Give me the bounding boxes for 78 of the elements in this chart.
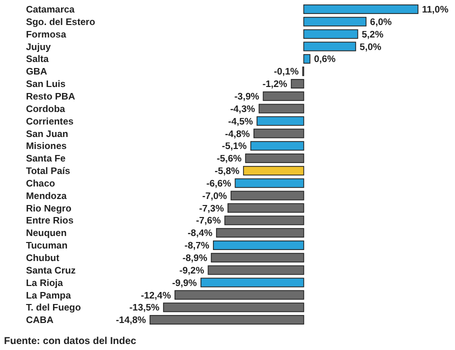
y-tick-label: San Juan bbox=[26, 128, 68, 140]
data-label: -8,9% bbox=[182, 253, 208, 264]
y-tick-label: La Pampa bbox=[26, 290, 72, 302]
bar bbox=[210, 252, 304, 262]
y-tick-label: Entre Rios bbox=[26, 216, 74, 227]
y-tick-label: Jujuy bbox=[26, 42, 52, 53]
bar bbox=[174, 290, 304, 300]
bar bbox=[290, 79, 304, 88]
y-tick-label: Neuquen bbox=[26, 228, 67, 240]
bar bbox=[303, 42, 356, 52]
data-label: -0,1% bbox=[274, 66, 300, 78]
data-label: -9,9% bbox=[172, 278, 198, 289]
y-tick-label: Cordoba bbox=[26, 104, 66, 115]
bar bbox=[243, 166, 304, 176]
bar bbox=[224, 216, 304, 226]
bar bbox=[200, 278, 304, 288]
y-tick-label: Tucuman bbox=[26, 240, 68, 252]
data-label: -5,6% bbox=[216, 154, 242, 165]
y-tick-label: Resto PBA bbox=[26, 92, 76, 102]
data-label: -1,2% bbox=[262, 79, 288, 90]
bar bbox=[234, 178, 304, 188]
bar bbox=[303, 4, 418, 14]
y-tick-label: Chaco bbox=[26, 178, 56, 190]
bar bbox=[150, 315, 304, 325]
bar bbox=[262, 91, 304, 101]
y-tick-label: Corrientes bbox=[26, 116, 74, 128]
y-tick-label: San Luis bbox=[26, 79, 66, 90]
data-label: -12,4% bbox=[140, 290, 172, 302]
y-tick-label: Total País bbox=[26, 166, 70, 178]
data-label: 5,2% bbox=[362, 29, 384, 40]
data-label: -13,5% bbox=[129, 302, 160, 314]
y-tick-label: Sgo. del Estero bbox=[26, 16, 96, 28]
bar bbox=[228, 203, 304, 213]
y-tick-label: Rio Negro bbox=[26, 203, 72, 214]
y-tick-label: Misiones bbox=[26, 141, 67, 152]
bar bbox=[253, 128, 304, 138]
data-label: -14,8% bbox=[116, 315, 147, 326]
data-label: 5,0% bbox=[360, 42, 382, 53]
y-tick-label: Formosa bbox=[26, 29, 67, 40]
data-label: 0,6% bbox=[314, 54, 336, 66]
bar bbox=[245, 154, 304, 164]
y-tick-label: Santa Cruz bbox=[26, 265, 76, 276]
bar bbox=[258, 104, 304, 114]
y-tick-label: Catamarca bbox=[26, 4, 76, 16]
data-label: 11,0% bbox=[422, 4, 449, 16]
data-label: -4,5% bbox=[228, 116, 254, 128]
data-label: -8,4% bbox=[188, 228, 214, 240]
data-label: -5,1% bbox=[222, 141, 248, 152]
data-label: -9,2% bbox=[179, 265, 205, 276]
data-label: -3,9% bbox=[234, 92, 260, 102]
data-label: -5,8% bbox=[214, 166, 240, 178]
bar bbox=[230, 190, 304, 200]
data-label: -6,6% bbox=[206, 178, 232, 190]
source-note: Fuente: con datos del Indec bbox=[4, 336, 137, 347]
y-tick-label: Salta bbox=[26, 54, 50, 66]
data-label: -4,3% bbox=[230, 104, 256, 115]
bar bbox=[303, 29, 358, 39]
y-tick-label: Santa Fe bbox=[26, 154, 66, 165]
data-label: -4,8% bbox=[225, 128, 250, 140]
bar bbox=[216, 228, 304, 238]
y-tick-label: T. del Fuego bbox=[26, 302, 82, 314]
data-label: -7,0% bbox=[202, 190, 228, 202]
data-label: -8,7% bbox=[184, 240, 210, 252]
bar bbox=[303, 54, 310, 64]
data-label: -7,3% bbox=[199, 203, 224, 214]
bar bbox=[208, 265, 304, 275]
bar bbox=[163, 302, 304, 312]
bar bbox=[212, 240, 304, 250]
bar bbox=[256, 116, 304, 126]
y-tick-label: Chubut bbox=[26, 253, 60, 264]
data-label: 6,0% bbox=[370, 16, 392, 28]
bar bbox=[250, 141, 304, 151]
y-tick-label: GBA bbox=[26, 66, 48, 78]
data-label: -7,6% bbox=[196, 216, 222, 227]
y-tick-label: Mendoza bbox=[26, 190, 68, 202]
y-tick-label: La Rioja bbox=[26, 278, 64, 289]
y-tick-label: CABA bbox=[26, 315, 54, 326]
bar bbox=[303, 16, 366, 26]
